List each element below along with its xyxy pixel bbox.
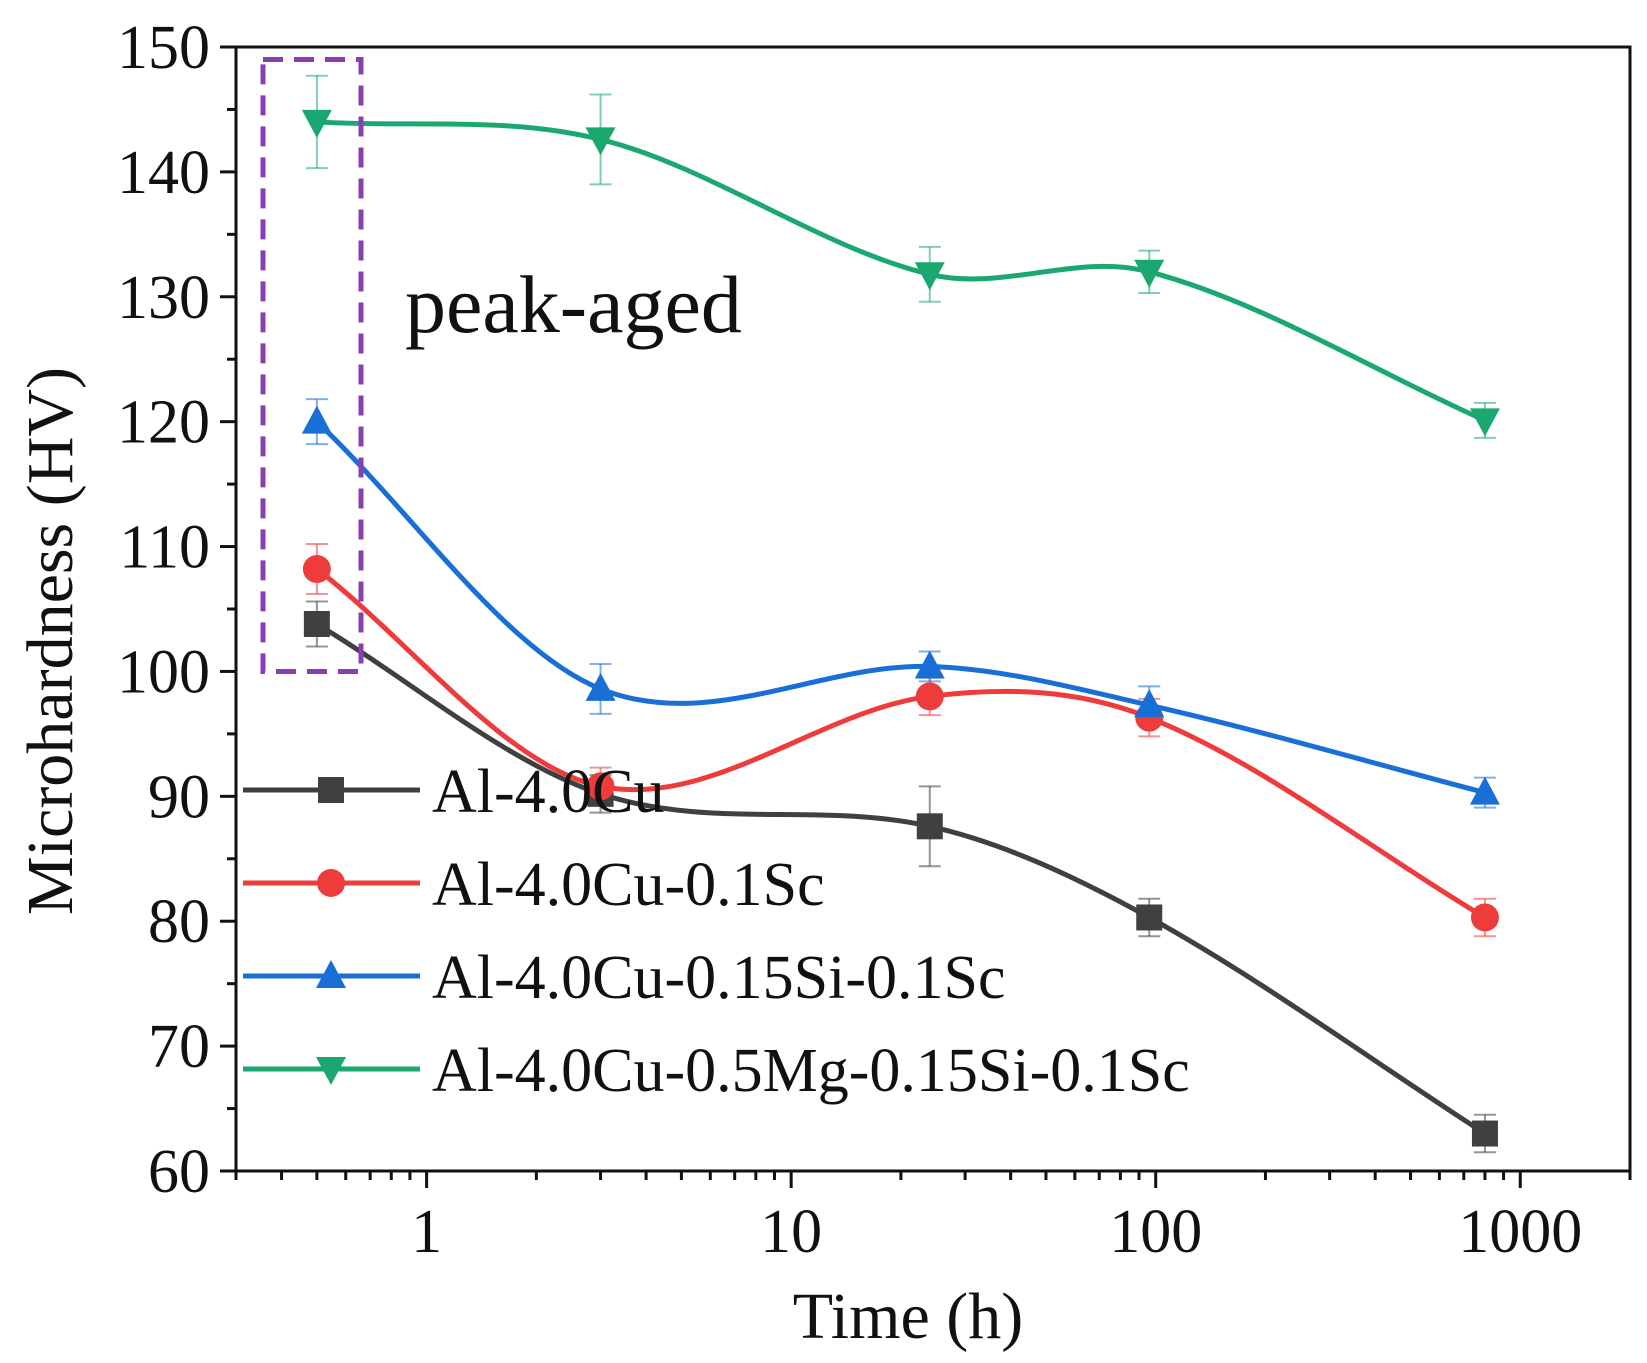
data-point: [303, 610, 330, 637]
data-point: [1469, 776, 1500, 805]
legend-marker: [318, 777, 344, 803]
y-tick-label: 130: [117, 264, 210, 332]
y-tick-label: 110: [119, 514, 210, 582]
peak-aged-label: peak-aged: [405, 259, 742, 350]
data-point: [1134, 259, 1165, 288]
legend-marker: [317, 869, 345, 897]
peak-aged-annotation: peak-aged: [260, 56, 742, 674]
data-point: [302, 555, 331, 584]
data-point: [914, 262, 945, 291]
data-point: [1136, 904, 1163, 931]
data-point: [301, 109, 332, 138]
data-point: [1471, 1120, 1498, 1147]
data-point: [585, 672, 616, 701]
fit-curve: [314, 566, 1488, 920]
x-tick-label: 1: [411, 1198, 442, 1266]
legend-label: Al-4.0Cu-0.1Sc: [432, 851, 825, 919]
data-point: [301, 405, 332, 434]
legend: Al-4.0Cu Al-4.0Cu-0.1Sc Al-4.0Cu-0.15Si-0.…: [243, 758, 1190, 1105]
data-point: [915, 682, 944, 711]
data-point: [1469, 408, 1500, 437]
y-tick-label: 70: [148, 1013, 210, 1081]
data-point: [1470, 903, 1499, 932]
data-markers-layer: [301, 109, 1500, 1147]
fit-curve: [314, 419, 1488, 796]
y-tick-label: 60: [148, 1138, 210, 1206]
y-tick-label: 90: [148, 763, 210, 831]
data-point: [916, 813, 943, 840]
peak-aged-box: [260, 56, 364, 674]
y-axis-title: Microhardness (HV): [14, 367, 87, 915]
legend-label: Al-4.0Cu: [432, 758, 665, 826]
legend-marker: [316, 1057, 346, 1085]
x-tick-label: 100: [1109, 1198, 1202, 1266]
x-axis-title: Time (h): [793, 1280, 1023, 1353]
x-tick-label: 1000: [1458, 1198, 1582, 1266]
legend-label: Al-4.0Cu-0.15Si-0.1Sc: [432, 944, 1006, 1012]
legend-label: Al-4.0Cu-0.5Mg-0.15Si-0.1Sc: [432, 1037, 1190, 1105]
data-point: [585, 127, 616, 156]
y-tick-label: 100: [117, 638, 210, 706]
data-point: [586, 772, 615, 801]
y-tick-label: 140: [117, 139, 210, 207]
legend-marker: [316, 960, 346, 988]
data-point: [914, 650, 945, 679]
data-point: [1134, 689, 1165, 718]
y-tick-label: 80: [148, 888, 210, 956]
y-tick-label: 150: [117, 14, 210, 82]
y-tick-label: 120: [117, 389, 210, 457]
x-tick-label: 10: [760, 1198, 822, 1266]
